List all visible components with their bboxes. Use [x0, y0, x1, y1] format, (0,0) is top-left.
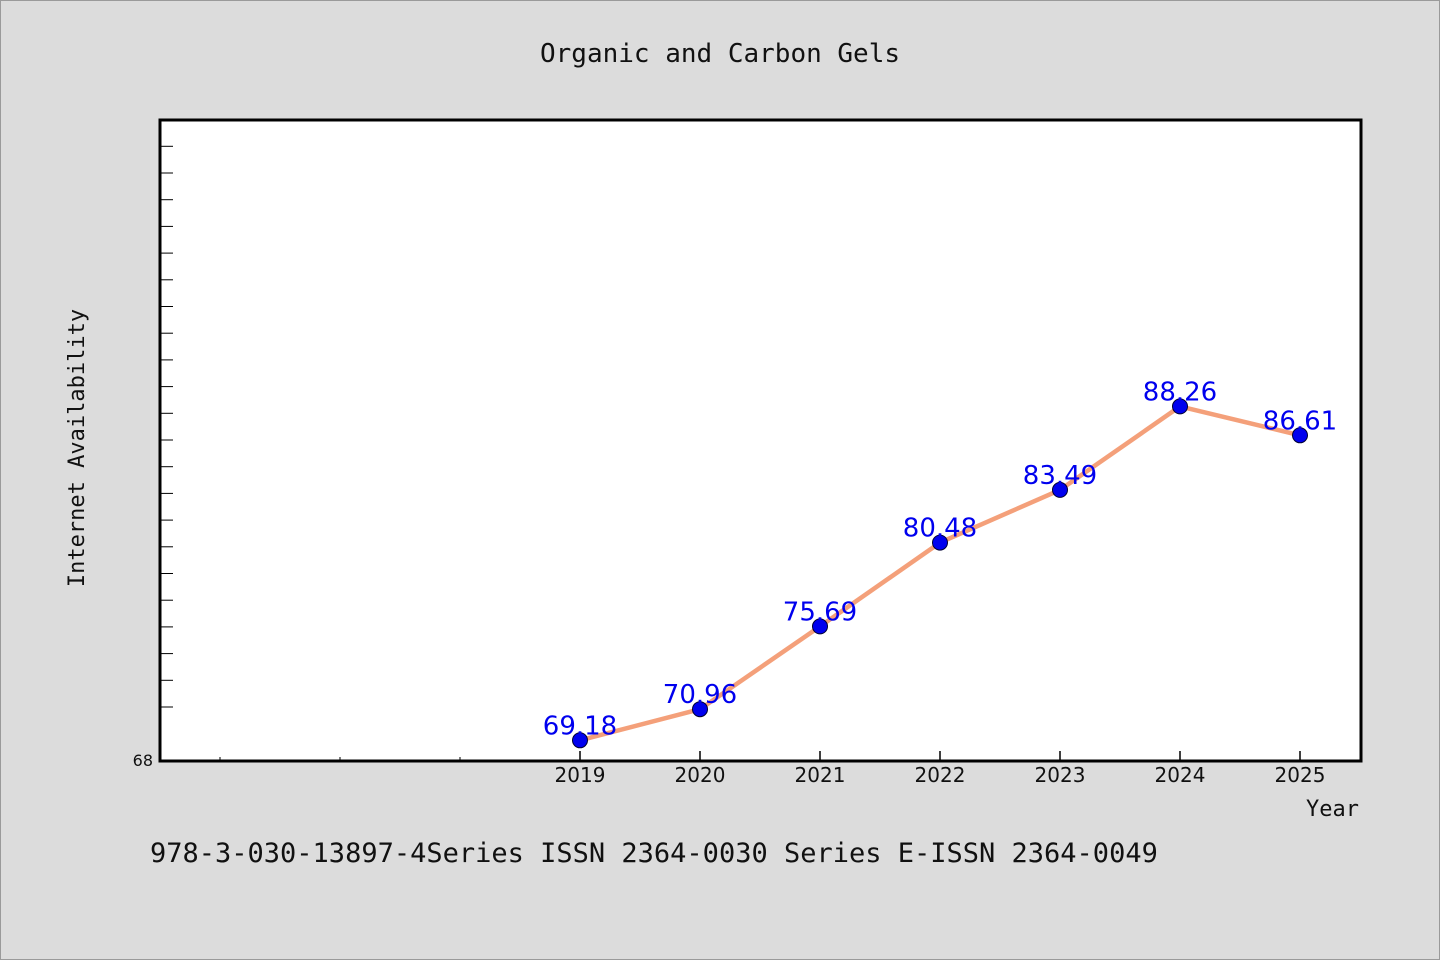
data-label: 69.18 [543, 711, 617, 741]
plot-area [158, 118, 1363, 763]
x-tick-label: 2020 [675, 763, 726, 787]
x-axis-label: Year [1306, 797, 1359, 822]
y-axis-label: Internet Availability [65, 309, 90, 587]
x-axis-ticks [219, 751, 1301, 761]
series-markers [572, 398, 1308, 749]
data-label: 75.69 [783, 597, 857, 627]
data-label: 83.49 [1023, 461, 1097, 491]
data-label: 70.96 [663, 680, 737, 710]
footer-text: 978-3-030-13897-4Series ISSN 2364-0030 S… [150, 838, 1158, 869]
x-tick-label: 2021 [795, 763, 846, 787]
x-tick-label: 2023 [1035, 763, 1086, 787]
data-point [932, 534, 948, 551]
data-label: 88.26 [1143, 377, 1217, 407]
data-labels: 69.18 70.96 75.69 80.48 83.49 88.26 86.61 [543, 377, 1337, 741]
x-tick-labels: 2019 2020 2021 2022 2023 2024 2025 [555, 763, 1326, 787]
data-point [1052, 481, 1068, 498]
data-point [692, 701, 708, 718]
x-tick-label: 2019 [555, 763, 606, 787]
y-axis-ticks [160, 145, 173, 708]
data-point [1292, 427, 1308, 444]
data-point [572, 732, 588, 749]
data-label: 80.48 [903, 514, 977, 544]
data-label: 86.61 [1263, 406, 1337, 436]
x-tick-label: 2022 [915, 763, 966, 787]
y-tick-label: 68 [133, 751, 153, 770]
data-point [812, 618, 828, 635]
x-tick-label: 2024 [1155, 763, 1206, 787]
x-tick-label: 2025 [1275, 763, 1326, 787]
chart-title: Organic and Carbon Gels [540, 39, 900, 69]
data-point [1172, 398, 1188, 415]
